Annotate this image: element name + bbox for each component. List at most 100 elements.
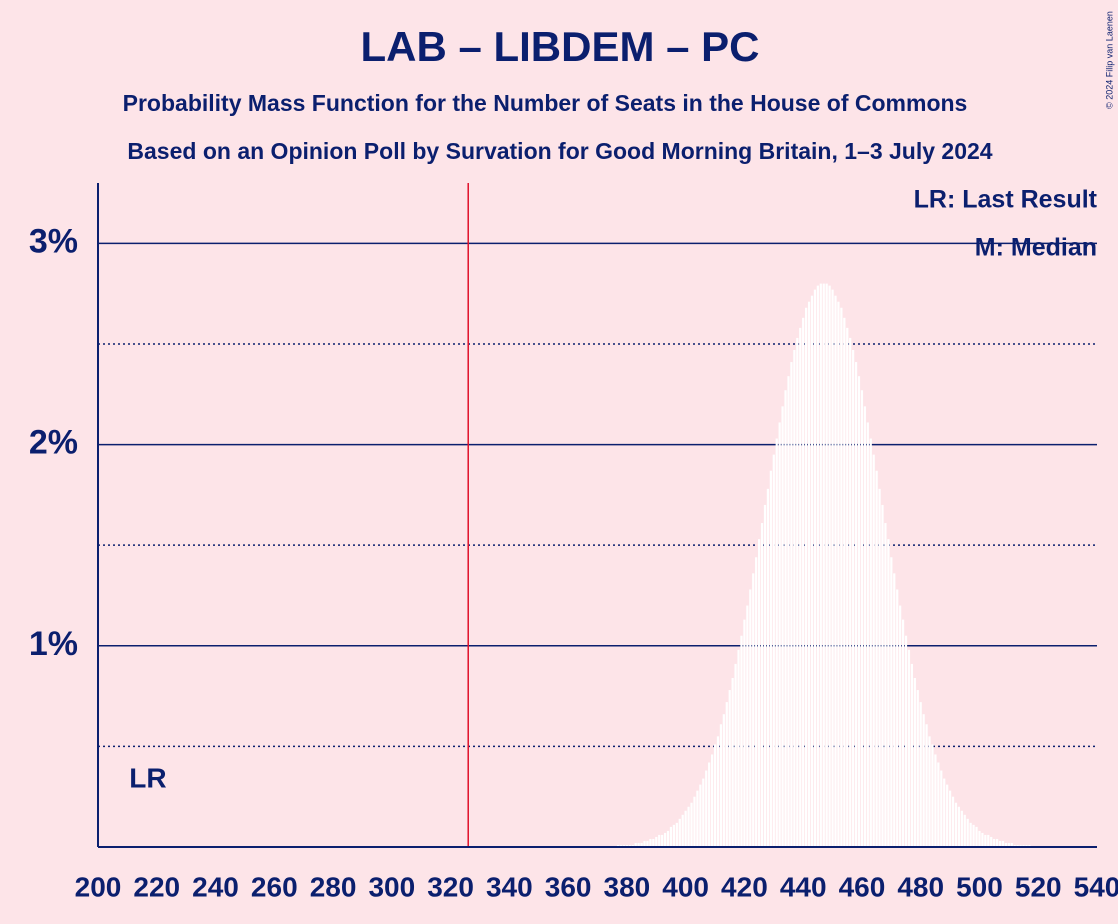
bar xyxy=(661,834,664,847)
bar xyxy=(634,842,637,847)
bar xyxy=(643,840,646,847)
bar xyxy=(1016,844,1019,847)
bar xyxy=(619,844,623,847)
bar xyxy=(849,337,852,847)
x-tick-label: 400 xyxy=(662,871,709,902)
bar xyxy=(854,362,858,847)
bar xyxy=(810,295,814,847)
chart-subtitle: Probability Mass Function for the Number… xyxy=(123,90,968,116)
bar xyxy=(890,557,893,847)
bar xyxy=(860,390,864,847)
bar xyxy=(978,830,981,847)
bar xyxy=(790,362,793,847)
bar xyxy=(995,838,999,847)
bar xyxy=(1007,842,1010,847)
bar xyxy=(663,832,667,847)
bar xyxy=(616,844,620,847)
bar xyxy=(1028,844,1031,847)
bar xyxy=(781,406,784,847)
bar xyxy=(884,523,887,847)
x-tick-label: 220 xyxy=(133,871,180,902)
bar xyxy=(725,702,728,847)
bar xyxy=(822,283,825,847)
bar xyxy=(840,307,843,847)
bar xyxy=(702,778,705,847)
bar xyxy=(763,504,767,847)
bar xyxy=(910,663,913,847)
x-tick-label: 240 xyxy=(192,871,239,902)
bar xyxy=(755,557,758,847)
bar xyxy=(852,350,855,847)
bar xyxy=(775,438,778,847)
x-tick-label: 460 xyxy=(839,871,886,902)
bar xyxy=(934,754,937,847)
x-tick-label: 340 xyxy=(486,871,533,902)
bar xyxy=(887,539,890,847)
x-tick-label: 440 xyxy=(780,871,827,902)
x-tick-label: 500 xyxy=(956,871,1003,902)
bar xyxy=(963,814,966,847)
bar xyxy=(649,838,652,847)
bar xyxy=(693,796,696,847)
bar xyxy=(863,406,866,847)
bar xyxy=(766,488,770,847)
bar xyxy=(669,826,673,847)
legend-entry: LR: Last Result xyxy=(914,186,1098,214)
bar xyxy=(696,790,699,847)
bar xyxy=(799,327,802,847)
y-tick-label: 1% xyxy=(29,625,78,663)
bar xyxy=(731,677,734,847)
bar xyxy=(625,844,628,847)
bar xyxy=(678,818,681,847)
bar xyxy=(772,454,775,847)
bar xyxy=(907,649,911,847)
bar xyxy=(943,778,946,847)
bar xyxy=(837,301,840,847)
bar xyxy=(948,790,952,847)
x-tick-label: 480 xyxy=(897,871,944,902)
x-tick-label: 300 xyxy=(368,871,415,902)
bar xyxy=(722,714,725,847)
bar xyxy=(928,736,931,847)
bar xyxy=(975,826,978,847)
bar xyxy=(987,834,990,847)
bar xyxy=(931,744,934,847)
bar xyxy=(922,714,925,847)
bar xyxy=(881,504,884,847)
chart-title: LAB – LIBDEM – PC xyxy=(360,23,759,70)
bar xyxy=(687,806,690,847)
bar xyxy=(802,317,805,847)
bar xyxy=(960,810,963,847)
bar xyxy=(769,470,772,847)
bar xyxy=(866,422,869,847)
bar xyxy=(954,802,958,847)
bar xyxy=(658,834,661,847)
bar xyxy=(990,836,993,847)
copyright: © 2024 Filip van Laenen xyxy=(1104,11,1114,109)
bar xyxy=(831,289,834,847)
x-tick-label: 260 xyxy=(251,871,298,902)
bar xyxy=(857,376,861,847)
bar xyxy=(805,307,808,847)
bar xyxy=(816,285,819,848)
bar xyxy=(652,838,655,847)
bar xyxy=(872,454,875,847)
bar xyxy=(984,834,987,847)
bar xyxy=(925,724,928,847)
bar xyxy=(901,619,905,847)
bar xyxy=(813,289,817,847)
bar xyxy=(846,327,849,847)
bar xyxy=(946,784,949,847)
bar xyxy=(937,762,940,847)
bar xyxy=(758,539,761,847)
bar xyxy=(899,605,902,847)
bar xyxy=(828,285,831,848)
bar xyxy=(966,818,969,847)
chart-subtitle: Based on an Opinion Poll by Survation fo… xyxy=(127,138,992,164)
bar xyxy=(981,832,984,847)
bar xyxy=(631,844,634,847)
x-tick-label: 420 xyxy=(721,871,768,902)
bar xyxy=(622,844,626,847)
bar xyxy=(784,390,787,847)
